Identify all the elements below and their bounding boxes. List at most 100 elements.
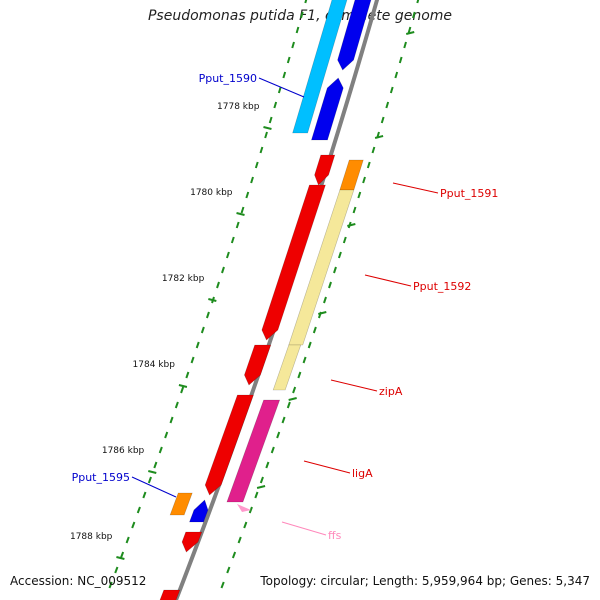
outer-dotted-ring-dot (180, 386, 185, 394)
outer-dotted-ring-dot (158, 446, 163, 454)
inner-dotted-ring-dot (281, 416, 286, 424)
outer-dotted-ring-dot (268, 116, 273, 124)
outer-dotted-ring-dot (286, 56, 291, 64)
inner-dotted-ring-dot (231, 551, 237, 559)
kbp-tick-mark (236, 212, 245, 216)
inner-dotted-ring-dot (237, 536, 242, 544)
minor-tick-mark (256, 485, 266, 489)
outer-dotted-ring-dot (250, 176, 254, 184)
gene-zipA-band (272, 344, 302, 391)
inner-dotted-ring-dot (286, 401, 291, 409)
kbp-tick-mark (178, 384, 188, 388)
inner-dotted-ring-dot (254, 491, 259, 499)
inner-dotted-ring-dot (323, 296, 327, 304)
inner-dotted-ring-dot (403, 41, 407, 49)
outer-dotted-ring-dot (221, 266, 225, 274)
outer-dotted-ring-dot (300, 11, 304, 19)
inner-dotted-ring-dot (220, 581, 225, 589)
minor-tick-mark (318, 311, 327, 315)
gene-label-leader (330, 379, 378, 392)
gene-pput-1595-blue (189, 499, 209, 523)
inner-dotted-ring-dot (265, 461, 270, 469)
outer-dotted-ring-dot (108, 581, 113, 589)
outer-dotted-ring-dot (245, 191, 250, 199)
gene-label-leader (281, 521, 327, 536)
inner-dotted-ring-dot (366, 161, 371, 169)
gene-label: Pput_1595 (72, 471, 130, 484)
kbp-tick-label: 1784 kbp (133, 360, 176, 370)
outer-dotted-ring-dot (174, 401, 179, 409)
inner-dotted-ring-dot (385, 101, 390, 109)
gene-pput-1592-band (288, 189, 355, 346)
outer-dotted-ring-dot (147, 476, 152, 484)
kbp-tick-label: 1782 kbp (162, 274, 205, 284)
inner-dotted-ring-dot (270, 446, 275, 454)
outer-dotted-ring-dot (240, 206, 245, 214)
inner-dotted-ring-dot (328, 281, 332, 289)
inner-dotted-ring-dot (380, 116, 385, 124)
outer-dotted-ring-dot (230, 236, 235, 244)
outer-dotted-ring-dot (225, 251, 230, 259)
inner-dotted-ring-dot (312, 326, 317, 334)
gene-forward-blue-1 (337, 0, 372, 71)
outer-dotted-ring-dot (131, 521, 136, 529)
outer-dotted-ring-dot (291, 41, 295, 49)
outer-dotted-ring-dot (273, 101, 278, 109)
outer-dotted-ring-dot (216, 281, 220, 289)
kbp-tick-label: 1778 kbp (217, 102, 260, 112)
outer-dotted-ring-dot (295, 26, 300, 34)
gene-label: ffs (328, 529, 342, 542)
gene-label: ligA (352, 467, 373, 480)
gene-label: zipA (379, 385, 403, 398)
outer-dotted-ring-dot (254, 161, 259, 169)
gene-label: Pput_1590 (199, 72, 257, 85)
inner-dotted-ring-dot (276, 431, 281, 439)
outer-dotted-ring-dot (153, 461, 158, 469)
outer-dotted-ring-dot (125, 536, 130, 544)
inner-dotted-ring-dot (307, 341, 312, 349)
minor-tick-mark (374, 135, 384, 139)
gene-ligA-red (204, 394, 254, 496)
inner-dotted-ring-dot (357, 191, 362, 199)
gene-ffs-rna (237, 504, 251, 512)
inner-dotted-ring-dot (371, 146, 376, 154)
minor-tick-mark (405, 31, 415, 35)
inner-dotted-ring-dot (394, 71, 399, 79)
outer-dotted-ring-dot (169, 416, 174, 424)
gene-label-leader (364, 274, 412, 287)
outer-dotted-ring-dot (264, 131, 268, 139)
accession-text: Accession: NC_009512 (10, 574, 147, 588)
gene-forward-blue-2 (311, 77, 344, 141)
inner-dotted-ring-dot (352, 206, 357, 214)
minor-tick-mark (347, 223, 356, 227)
kbp-tick-mark (208, 298, 217, 302)
outer-dotted-ring-dot (235, 221, 240, 229)
kbp-tick-label: 1786 kbp (102, 446, 145, 456)
outer-dotted-ring-dot (142, 491, 147, 499)
outer-dotted-ring-dot (164, 431, 169, 439)
gene-reverse-red-lower (181, 531, 203, 553)
inner-dotted-ring-dot (389, 86, 394, 94)
outer-dotted-ring-dot (190, 356, 195, 364)
inner-dotted-ring-dot (259, 476, 264, 484)
outer-dotted-ring-dot (200, 326, 205, 334)
inner-dotted-ring-dot (243, 521, 248, 529)
gene-label-leader (131, 476, 177, 498)
kbp-tick-mark (116, 556, 125, 560)
gene-pput-1595-orange (169, 492, 193, 516)
outer-dotted-ring-dot (259, 146, 264, 154)
outer-dotted-ring-dot (205, 311, 210, 319)
inner-dotted-ring-dot (302, 356, 307, 364)
gene-label: Pput_1592 (413, 280, 471, 293)
genome-summary-text: Topology: circular; Length: 5,959,964 bp… (260, 574, 590, 588)
gene-pput-1590-light (292, 0, 348, 134)
outer-dotted-ring-dot (119, 551, 125, 559)
inner-dotted-ring-dot (337, 251, 342, 259)
outer-dotted-ring-dot (282, 71, 287, 79)
outer-dotted-ring-dot (304, 0, 308, 4)
map-title: Pseudomonas putida F1, complete genome (147, 8, 453, 24)
gene-label-leader (303, 460, 351, 474)
inner-dotted-ring-dot (333, 266, 337, 274)
